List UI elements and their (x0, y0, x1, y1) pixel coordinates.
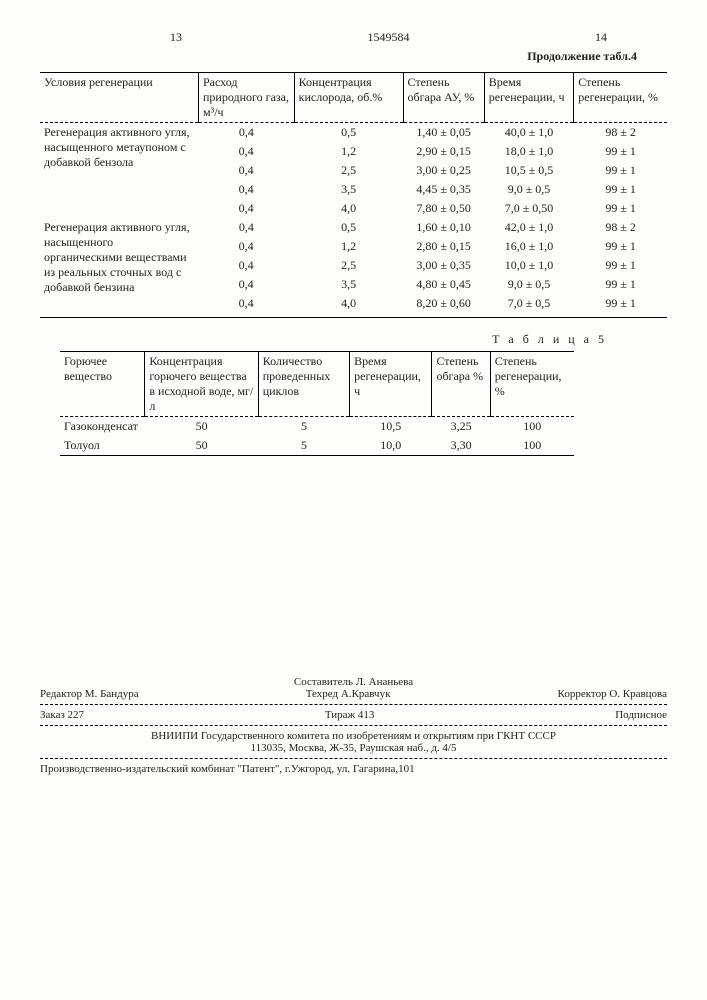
t4-cell: 9,0 ± 0,5 (484, 275, 573, 294)
t4-cell: 18,0 ± 1,0 (484, 142, 573, 161)
t4-cell: 16,0 ± 1,0 (484, 237, 573, 256)
t4-condition: Регенерация активного угля, насыщенного … (40, 123, 199, 219)
page-left: 13 (170, 30, 182, 45)
t5-col-5: Степень регенерации, % (490, 352, 574, 417)
t5-cell: 3,30 (432, 436, 490, 456)
t4-cell: 0,4 (199, 294, 295, 313)
t4-cell: 99 ± 1 (574, 161, 667, 180)
t4-cell: 99 ± 1 (574, 180, 667, 199)
techred: Техред А.Кравчук (306, 688, 391, 700)
t4-cell: 98 ± 2 (574, 123, 667, 143)
t4-cell: 9,0 ± 0,5 (484, 180, 573, 199)
page-header: 13 1549584 14 (170, 30, 607, 45)
t4-col-1: Расход природного газа, м³/ч (199, 73, 295, 123)
t4-cell: 3,00 ± 0,25 (403, 161, 484, 180)
t4-cell: 4,45 ± 0,35 (403, 180, 484, 199)
t4-cell: 2,80 ± 0,15 (403, 237, 484, 256)
t4-cell: 7,80 ± 0,50 (403, 199, 484, 218)
t5-cell: 100 (490, 436, 574, 456)
t4-cell: 3,5 (294, 275, 403, 294)
t4-cell: 42,0 ± 1,0 (484, 218, 573, 237)
t4-col-2: Концентрация кислорода, об.% (294, 73, 403, 123)
table-row: Толуол50510,03,30100 (60, 436, 574, 456)
table4-continuation: Продолжение табл.4 (40, 49, 637, 64)
t5-col-2: Количество проведенных циклов (258, 352, 349, 417)
t5-cell: 5 (258, 436, 349, 456)
t5-col-3: Время регенерации, ч (350, 352, 432, 417)
t5-cell: 10,5 (350, 417, 432, 437)
t4-cell: 0,4 (199, 275, 295, 294)
table-row: Газоконденсат50510,53,25100 (60, 417, 574, 437)
t4-cell: 0,4 (199, 199, 295, 218)
t5-cell: 10,0 (350, 436, 432, 456)
table-4: Условия регенерацииРасход природного газ… (40, 72, 667, 318)
table-row: Регенерация активного угля, насыщенного … (40, 218, 667, 237)
t4-cell: 99 ± 1 (574, 294, 667, 313)
t4-cell: 0,4 (199, 256, 295, 275)
t5-cell: 50 (145, 417, 258, 437)
t4-cell: 0,4 (199, 180, 295, 199)
t4-cell: 2,5 (294, 256, 403, 275)
t5-cell: Толуол (60, 436, 145, 456)
t4-cell: 7,0 ± 0,50 (484, 199, 573, 218)
t4-cell: 3,5 (294, 180, 403, 199)
t5-col-1: Концентрация горючего вещества в исходно… (145, 352, 258, 417)
t4-cell: 4,0 (294, 199, 403, 218)
t4-condition: Регенерация активного угля, насыщенного … (40, 218, 199, 313)
tirage: Тираж 413 (325, 709, 375, 721)
t5-col-0: Горючее вещество (60, 352, 145, 417)
t4-col-0: Условия регенерации (40, 73, 199, 123)
t5-cell: 3,25 (432, 417, 490, 437)
table5-title: Т а б л и ц а 5 (40, 332, 607, 347)
t4-cell: 99 ± 1 (574, 275, 667, 294)
doc-number: 1549584 (368, 30, 410, 45)
t4-cell: 7,0 ± 0,5 (484, 294, 573, 313)
t4-cell: 0,5 (294, 123, 403, 143)
t4-cell: 0,4 (199, 123, 295, 143)
t4-cell: 98 ± 2 (574, 218, 667, 237)
t5-col-4: Степень обгара % (432, 352, 490, 417)
t4-cell: 10,5 ± 0,5 (484, 161, 573, 180)
t4-cell: 99 ± 1 (574, 142, 667, 161)
order: Заказ 227 (40, 709, 84, 721)
t4-cell: 0,5 (294, 218, 403, 237)
t5-cell: 5 (258, 417, 349, 437)
t4-cell: 40,0 ± 1,0 (484, 123, 573, 143)
t4-cell: 1,2 (294, 142, 403, 161)
org-line2: 113035, Москва, Ж-35, Раушская наб., д. … (40, 742, 667, 754)
t4-cell: 4,80 ± 0,45 (403, 275, 484, 294)
t4-cell: 1,2 (294, 237, 403, 256)
table-row: Регенерация активного угля, насыщенного … (40, 123, 667, 143)
t4-cell: 0,4 (199, 142, 295, 161)
t4-cell: 3,00 ± 0,35 (403, 256, 484, 275)
org-line1: ВНИИПИ Государственного комитета по изоб… (40, 725, 667, 742)
t4-cell: 0,4 (199, 218, 295, 237)
t4-col-4: Время регенерации, ч (484, 73, 573, 123)
t4-cell: 99 ± 1 (574, 237, 667, 256)
t4-cell: 99 ± 1 (574, 256, 667, 275)
editor: Редактор М. Бандура (40, 688, 139, 700)
t4-cell: 1,60 ± 0,10 (403, 218, 484, 237)
corrector: Корректор О. Кравцова (558, 688, 667, 700)
t4-cell: 1,40 ± 0,05 (403, 123, 484, 143)
producer: Производственно-издательский комбинат "П… (40, 758, 667, 775)
t4-cell: 2,5 (294, 161, 403, 180)
table-5: Горючее веществоКонцентрация горючего ве… (60, 351, 574, 456)
subscribe: Подписное (615, 709, 667, 721)
t4-cell: 2,90 ± 0,15 (403, 142, 484, 161)
compiler: Составитель Л. Ананьева (40, 676, 667, 688)
t5-cell: 100 (490, 417, 574, 437)
t4-cell: 0,4 (199, 161, 295, 180)
t4-col-3: Степень обгара АУ, % (403, 73, 484, 123)
t4-cell: 4,0 (294, 294, 403, 313)
t4-cell: 99 ± 1 (574, 199, 667, 218)
t5-cell: Газоконденсат (60, 417, 145, 437)
t4-cell: 0,4 (199, 237, 295, 256)
t4-cell: 8,20 ± 0,60 (403, 294, 484, 313)
t5-cell: 50 (145, 436, 258, 456)
page-right: 14 (595, 30, 607, 45)
t4-cell: 10,0 ± 1,0 (484, 256, 573, 275)
footer: Составитель Л. Ананьева Редактор М. Банд… (40, 676, 667, 775)
t4-col-5: Степень регенерации, % (574, 73, 667, 123)
